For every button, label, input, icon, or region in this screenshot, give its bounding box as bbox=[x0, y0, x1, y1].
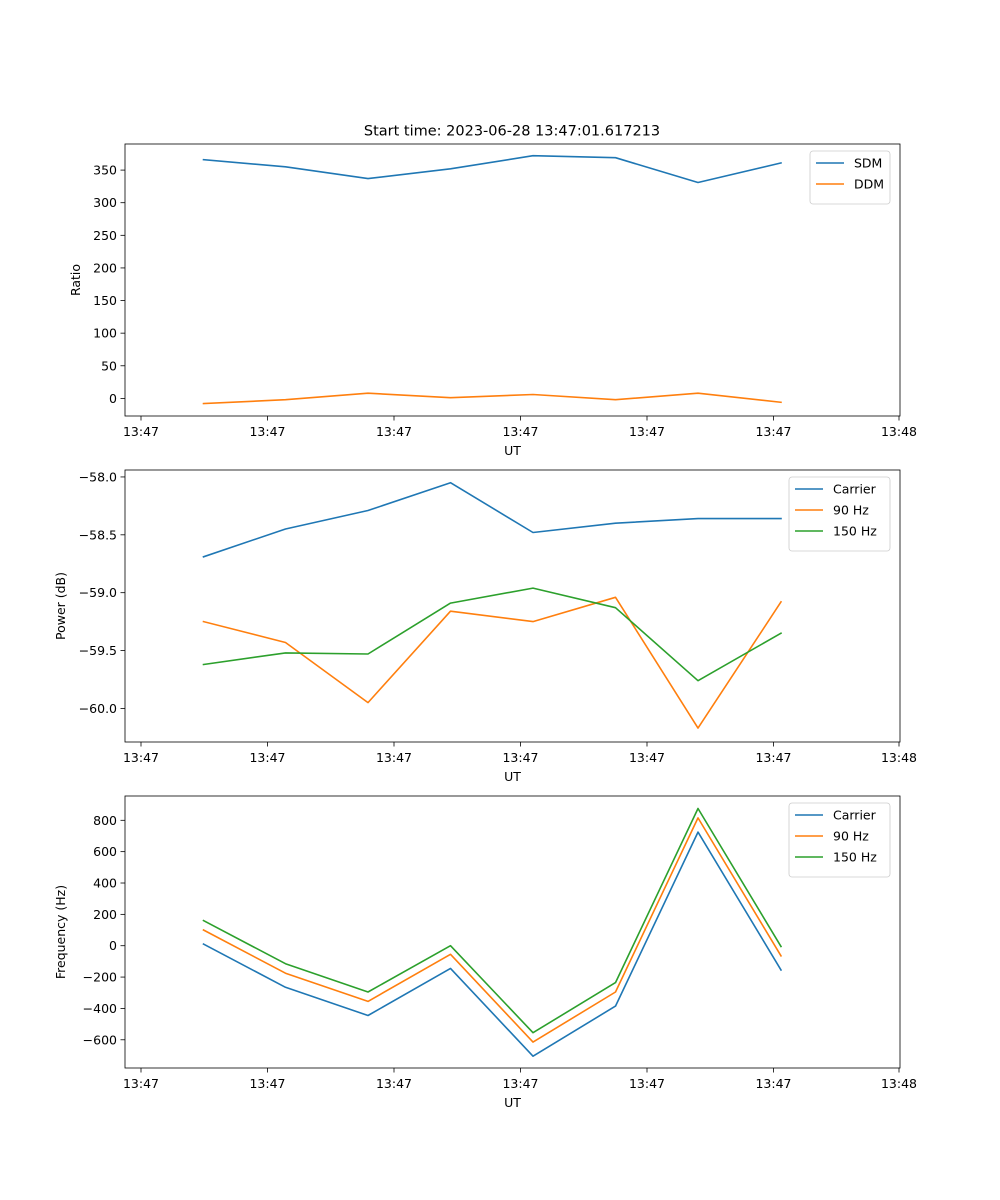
y-axis-label: Power (dB) bbox=[53, 572, 68, 640]
series-line-carrier bbox=[202, 831, 783, 1057]
x-tick-label: 13:47 bbox=[755, 424, 791, 439]
x-axis-label: UT bbox=[504, 1095, 521, 1110]
x-tick-label: 13:47 bbox=[755, 750, 791, 765]
x-tick-label: 13:47 bbox=[629, 424, 665, 439]
subplot-frequency: 13:47 13:47 13:47 13:47 13:47 13:47 13:48 UT −60… bbox=[53, 795, 917, 1110]
legend-label-90-hz: 90 Hz bbox=[833, 829, 869, 844]
x-tick-label: 13:47 bbox=[249, 1076, 285, 1091]
subplot-power: 13:47 13:47 13:47 13:47 13:47 13:47 13:48 UT −60… bbox=[53, 469, 917, 784]
y-tick-label: −59.5 bbox=[79, 643, 117, 658]
series-line-ddm bbox=[202, 392, 782, 405]
series-line-150-hz bbox=[202, 587, 783, 682]
figure-title: Start time: 2023-06-28 13:47:01.617213 bbox=[364, 124, 660, 140]
y-tick-label: 200 bbox=[93, 260, 117, 275]
legend-frame bbox=[788, 476, 891, 552]
y-tick-label: −200 bbox=[83, 970, 117, 985]
x-tick-label: 13:47 bbox=[502, 1076, 538, 1091]
series-line-carrier bbox=[202, 481, 782, 558]
axes-frame bbox=[124, 795, 901, 1069]
y-tick-label: 350 bbox=[93, 163, 117, 178]
y-tick-label: −59.0 bbox=[79, 585, 117, 600]
legend-label-carrier: Carrier bbox=[833, 808, 877, 823]
x-tick-label: 13:47 bbox=[376, 1076, 412, 1091]
x-axis-label: UT bbox=[504, 443, 521, 458]
x-tick-label: 13:47 bbox=[123, 424, 159, 439]
y-tick-label: −58.0 bbox=[79, 469, 117, 484]
x-tick-label: 13:47 bbox=[755, 1076, 791, 1091]
y-tick-label: 50 bbox=[101, 358, 117, 373]
legend-label-150-hz: 150 Hz bbox=[833, 850, 877, 865]
legend-frame bbox=[788, 802, 891, 878]
legend-label-sdm: SDM bbox=[854, 156, 882, 171]
x-tick-label: 13:48 bbox=[881, 1076, 917, 1091]
y-axis-label: Frequency (Hz) bbox=[53, 885, 68, 979]
series-line-90-hz bbox=[202, 817, 783, 1043]
y-tick-label: 600 bbox=[93, 844, 117, 859]
legend-label-150-hz: 150 Hz bbox=[833, 524, 877, 539]
x-tick-label: 13:48 bbox=[881, 750, 917, 765]
y-tick-label: 0 bbox=[109, 391, 117, 406]
x-tick-label: 13:47 bbox=[249, 750, 285, 765]
y-tick-label: 100 bbox=[93, 326, 117, 341]
x-tick-label: 13:47 bbox=[249, 424, 285, 439]
y-tick-label: 200 bbox=[93, 907, 117, 922]
x-tick-label: 13:47 bbox=[502, 750, 538, 765]
legend: Carrier 90 Hz 150 Hz bbox=[788, 802, 891, 878]
y-tick-label: 250 bbox=[93, 228, 117, 243]
x-tick-label: 13:47 bbox=[123, 750, 159, 765]
y-tick-label: 150 bbox=[93, 293, 117, 308]
y-tick-label: −60.0 bbox=[79, 701, 117, 716]
x-tick-label: 13:48 bbox=[881, 424, 917, 439]
legend-label-carrier: Carrier bbox=[833, 482, 877, 497]
x-tick-label: 13:47 bbox=[376, 750, 412, 765]
y-tick-label: 0 bbox=[109, 938, 117, 953]
y-tick-label: 300 bbox=[93, 195, 117, 210]
x-tick-label: 13:47 bbox=[123, 1076, 159, 1091]
x-tick-label: 13:47 bbox=[629, 750, 665, 765]
x-tick-label: 13:47 bbox=[376, 424, 412, 439]
legend-frame bbox=[809, 150, 891, 205]
axes-frame bbox=[124, 143, 901, 417]
y-tick-label: −600 bbox=[83, 1032, 117, 1047]
series-line-150-hz bbox=[202, 807, 783, 1034]
x-tick-label: 13:47 bbox=[629, 1076, 665, 1091]
series-line-90-hz bbox=[202, 596, 783, 729]
y-axis-label: Ratio bbox=[68, 264, 83, 296]
x-tick-label: 13:47 bbox=[502, 424, 538, 439]
series-line-sdm bbox=[202, 154, 782, 184]
axes-frame bbox=[124, 469, 901, 743]
legend: Carrier 90 Hz 150 Hz bbox=[788, 476, 891, 552]
legend-label-90-hz: 90 Hz bbox=[833, 503, 869, 518]
subplot-ratio: 13:47 13:47 13:47 13:47 13:47 13:47 13:48 UT 0 50… bbox=[68, 143, 917, 458]
x-axis-label: UT bbox=[504, 769, 521, 784]
y-tick-label: −400 bbox=[83, 1001, 117, 1016]
y-tick-label: 400 bbox=[93, 876, 117, 891]
y-tick-label: −58.5 bbox=[79, 527, 117, 542]
legend-label-ddm: DDM bbox=[854, 177, 884, 192]
legend: SDM DDM bbox=[809, 150, 891, 205]
y-tick-label: 800 bbox=[93, 813, 117, 828]
